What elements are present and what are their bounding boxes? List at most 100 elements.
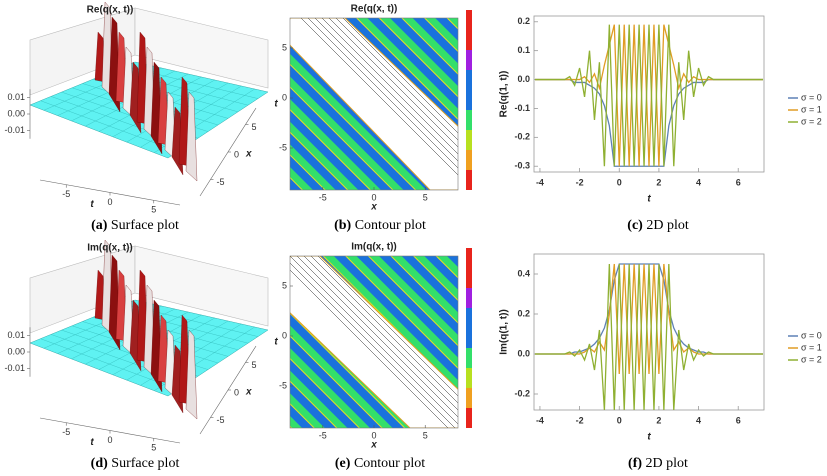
- y-tick-label: 0.0: [517, 348, 530, 358]
- contour-line: [321, 18, 458, 155]
- series-line: [534, 263, 764, 410]
- caption-label: (a): [91, 218, 108, 233]
- y-tick-label: -5: [279, 142, 287, 152]
- x-tick-label: 2: [656, 415, 661, 425]
- series-line: [534, 24, 764, 167]
- z-tick-label: 0.01: [7, 92, 25, 102]
- contour-line: [290, 262, 456, 428]
- y-tick-label: 0: [282, 92, 287, 102]
- x-axis-label: x: [370, 202, 377, 213]
- contour-band: [290, 18, 458, 190]
- y-tick-label: -5: [279, 380, 287, 390]
- x-tick-label: 0: [371, 430, 376, 440]
- y-tick-label: 0.2: [517, 308, 530, 318]
- y-axis-label: Re(q(1, t)): [499, 71, 510, 118]
- caption-label: (c): [627, 218, 643, 233]
- colorbar-segment: [466, 130, 472, 150]
- colorbar-segment: [466, 348, 472, 368]
- plot-frame: [533, 15, 765, 173]
- y-axis-label: Im(q(1, t)): [499, 309, 510, 355]
- colorbar-segment: [466, 328, 472, 348]
- z-tick-label: 0.00: [7, 108, 25, 118]
- colorbar-segment: [466, 70, 472, 90]
- z-tick-label: -0.01: [4, 125, 25, 135]
- t-tick-label: 5: [151, 443, 156, 453]
- y-tick-label: 0.1: [517, 45, 530, 55]
- caption-text: 2D plot: [646, 218, 689, 233]
- contour-line: [314, 18, 458, 162]
- chart-title: Im(q(x, t)): [351, 242, 397, 253]
- box-wall: [134, 7, 269, 89]
- x-tick-label: 5: [252, 360, 257, 370]
- y-tick-label: 5: [282, 280, 287, 290]
- y-tick-label: -0.1: [514, 103, 530, 113]
- contour-line: [335, 18, 458, 141]
- t-tick-label: 0: [107, 197, 112, 207]
- caption: (a) Surface plot: [91, 218, 179, 233]
- legend-label: σ = 2: [801, 116, 822, 126]
- colorbar-segment: [466, 288, 472, 308]
- caption: (d) Surface plot: [91, 456, 180, 471]
- x-tick-label: -5: [319, 430, 327, 440]
- colorbar-segment: [466, 110, 472, 130]
- y-tick-label: -0.3: [514, 161, 530, 171]
- t-axis-label: t: [90, 199, 94, 210]
- y-tick-label: -0.2: [514, 388, 530, 398]
- surface-spike: [185, 329, 198, 420]
- contour-band: [290, 256, 458, 428]
- contour-line: [317, 256, 458, 397]
- y-tick-label: 5: [282, 42, 287, 52]
- caption-text: Surface plot: [111, 456, 179, 471]
- x-tick-label: 5: [423, 430, 428, 440]
- x-tick-label: 0: [234, 387, 239, 397]
- plot-frame: [533, 253, 765, 411]
- caption-label: (b): [334, 218, 351, 233]
- contour-line: [290, 269, 449, 428]
- caption-text: Contour plot: [354, 456, 425, 471]
- x-tick-label: 0: [617, 415, 622, 425]
- colorbar-segment: [466, 150, 472, 170]
- x-axis-label: x: [245, 149, 252, 160]
- x-axis-label: x: [370, 440, 377, 451]
- t-tick-label: 5: [151, 205, 156, 215]
- t-tick-label: 0: [107, 435, 112, 445]
- z-tick-label: -0.01: [4, 363, 25, 373]
- colorbar-segment: [466, 308, 472, 328]
- x-tick-label: -5: [217, 177, 225, 187]
- x-tick-label: 2: [656, 177, 661, 187]
- x-axis-label: t: [647, 194, 651, 205]
- caption-label: (d): [91, 456, 108, 471]
- y-tick-label: 0.4: [517, 268, 530, 278]
- caption-text: 2D plot: [646, 456, 689, 471]
- z-tick-label: 0.00: [7, 346, 25, 356]
- t-axis-label: t: [90, 437, 94, 448]
- caption: (c) 2D plot: [627, 218, 689, 233]
- caption-text: Surface plot: [111, 218, 179, 233]
- x-tick-label: 0: [234, 149, 239, 159]
- colorbar-segment: [466, 368, 472, 388]
- legend-label: σ = 1: [801, 104, 822, 114]
- colorbar-segment: [466, 10, 472, 30]
- y-axis-label: t: [274, 99, 278, 110]
- x-tick-label: 5: [423, 192, 428, 202]
- series-line: [534, 24, 764, 167]
- contour-line: [342, 18, 458, 134]
- contour-line: [328, 18, 458, 148]
- t-tick-label: -5: [62, 189, 70, 199]
- colorbar-segment: [466, 408, 472, 428]
- caption-text: Contour plot: [355, 218, 426, 233]
- x-tick-label: 6: [736, 177, 741, 187]
- contour-line: [296, 256, 458, 418]
- colorbar-segment: [466, 268, 472, 288]
- x-tick-label: 6: [736, 415, 741, 425]
- caption: (b) Contour plot: [334, 218, 426, 233]
- y-tick-label: 0.2: [517, 16, 530, 26]
- y-tick-label: 0.0: [517, 74, 530, 84]
- legend-label: σ = 0: [801, 92, 822, 102]
- x-tick-label: -2: [576, 415, 584, 425]
- x-tick-label: -2: [576, 177, 584, 187]
- z-tick-label: 0.01: [7, 330, 25, 340]
- colorbar-segment: [466, 30, 472, 50]
- legend-label: σ = 1: [801, 342, 822, 352]
